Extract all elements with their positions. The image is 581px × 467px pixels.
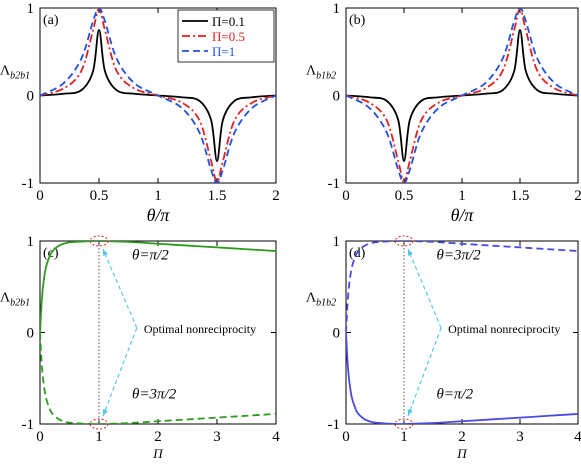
y-tick-label: 0 [27, 89, 35, 105]
x-axis-label: Π [152, 446, 164, 461]
y-axis-label: Λb2b1 [0, 64, 30, 82]
x-tick-label: 2 [154, 429, 162, 445]
series-group [40, 241, 276, 424]
x-tick-label: 1 [400, 429, 408, 445]
annotation-group: Optimal nonreciprocity θ=3π/2 θ=π/2 [394, 235, 560, 430]
curve-label-top: θ=π/2 [132, 247, 169, 263]
optimal-ellipse-top [89, 235, 109, 247]
annotation-group: Optimal nonreciprocity θ=π/2 θ=3π/2 [89, 235, 256, 430]
y-tick-label: 1 [333, 1, 341, 17]
y-tick-label: 1 [27, 1, 35, 17]
x-tick-label: 0 [36, 429, 44, 445]
panel-label: (a) [43, 13, 59, 28]
x-tick-label: 0 [342, 429, 350, 445]
x-axis-label: θ/π [451, 205, 475, 225]
legend-entry: Π=0.5 [212, 29, 245, 44]
x-tick-label: 1.5 [511, 188, 530, 204]
series-line-1 [40, 241, 276, 333]
annotation-arrow-up-head [103, 249, 109, 256]
series-line-1 [346, 241, 578, 333]
y-tick-label: -1 [328, 176, 341, 192]
y-tick-label: -1 [22, 176, 35, 192]
x-tick-label: 1 [154, 188, 162, 204]
x-tick-label: 1 [95, 429, 103, 445]
annotation-arrow-up [102, 248, 138, 329]
annotation-text: Optimal nonreciprocity [144, 322, 256, 336]
legend-entry: Π=0.1 [212, 14, 245, 29]
series-line-2 [40, 332, 276, 424]
x-tick-label: 0 [36, 188, 44, 204]
y-tick-label: 1 [27, 234, 35, 250]
optimal-ellipse-bottom [394, 418, 414, 430]
legend: Π=0.1Π=0.5Π=1 [177, 9, 275, 63]
annotation-arrow-up-head [407, 249, 414, 256]
y-axis-label: Λb2b1 [0, 290, 30, 308]
annotation-arrow-down [102, 327, 138, 417]
x-tick-label: 4 [574, 429, 581, 445]
x-axis-label: θ/π [147, 205, 171, 225]
x-tick-label: 3 [516, 429, 524, 445]
panel-label: (b) [349, 13, 366, 28]
x-tick-label: 0.5 [395, 188, 414, 204]
series-line-3 [40, 8, 276, 183]
y-tick-label: -1 [328, 417, 341, 433]
optimal-ellipse-bottom [89, 418, 109, 430]
x-tick-label: 2 [574, 188, 581, 204]
y-axis-label: Λb1b2 [306, 64, 336, 82]
annotation-arrow-down-head [407, 409, 413, 416]
series-group [346, 8, 578, 183]
y-tick-label: 0 [333, 89, 341, 105]
y-tick-label: 0 [27, 326, 35, 342]
x-tick-label: 4 [272, 429, 280, 445]
x-tick-label: 1.5 [208, 188, 227, 204]
x-tick-label: 2 [458, 429, 466, 445]
y-axis-label: Λb1b2 [306, 290, 336, 308]
legend-entry: Π=1 [212, 44, 235, 59]
optimal-ellipse-top [394, 235, 414, 247]
series-line-3 [346, 8, 578, 183]
curve-label-bottom: θ=π/2 [436, 386, 473, 402]
x-axis-label: Π [456, 446, 468, 461]
y-tick-label: -1 [22, 417, 35, 433]
annotation-arrow-up [407, 248, 442, 329]
x-tick-label: 0.5 [90, 188, 109, 204]
x-tick-label: 3 [213, 429, 221, 445]
y-tick-label: 0 [333, 326, 341, 342]
x-tick-label: 0 [342, 188, 350, 204]
curve-label-bottom: θ=3π/2 [132, 386, 177, 402]
annotation-arrow-down [407, 327, 442, 417]
series-group [40, 8, 276, 183]
x-tick-label: 2 [272, 188, 280, 204]
annotation-arrow-down-head [102, 409, 108, 416]
x-tick-label: 1 [458, 188, 466, 204]
series-group [346, 241, 578, 424]
annotation-text: Optimal nonreciprocity [448, 322, 560, 336]
series-line-2 [346, 332, 578, 424]
curve-label-top: θ=3π/2 [436, 247, 481, 263]
y-tick-label: 1 [333, 234, 341, 250]
